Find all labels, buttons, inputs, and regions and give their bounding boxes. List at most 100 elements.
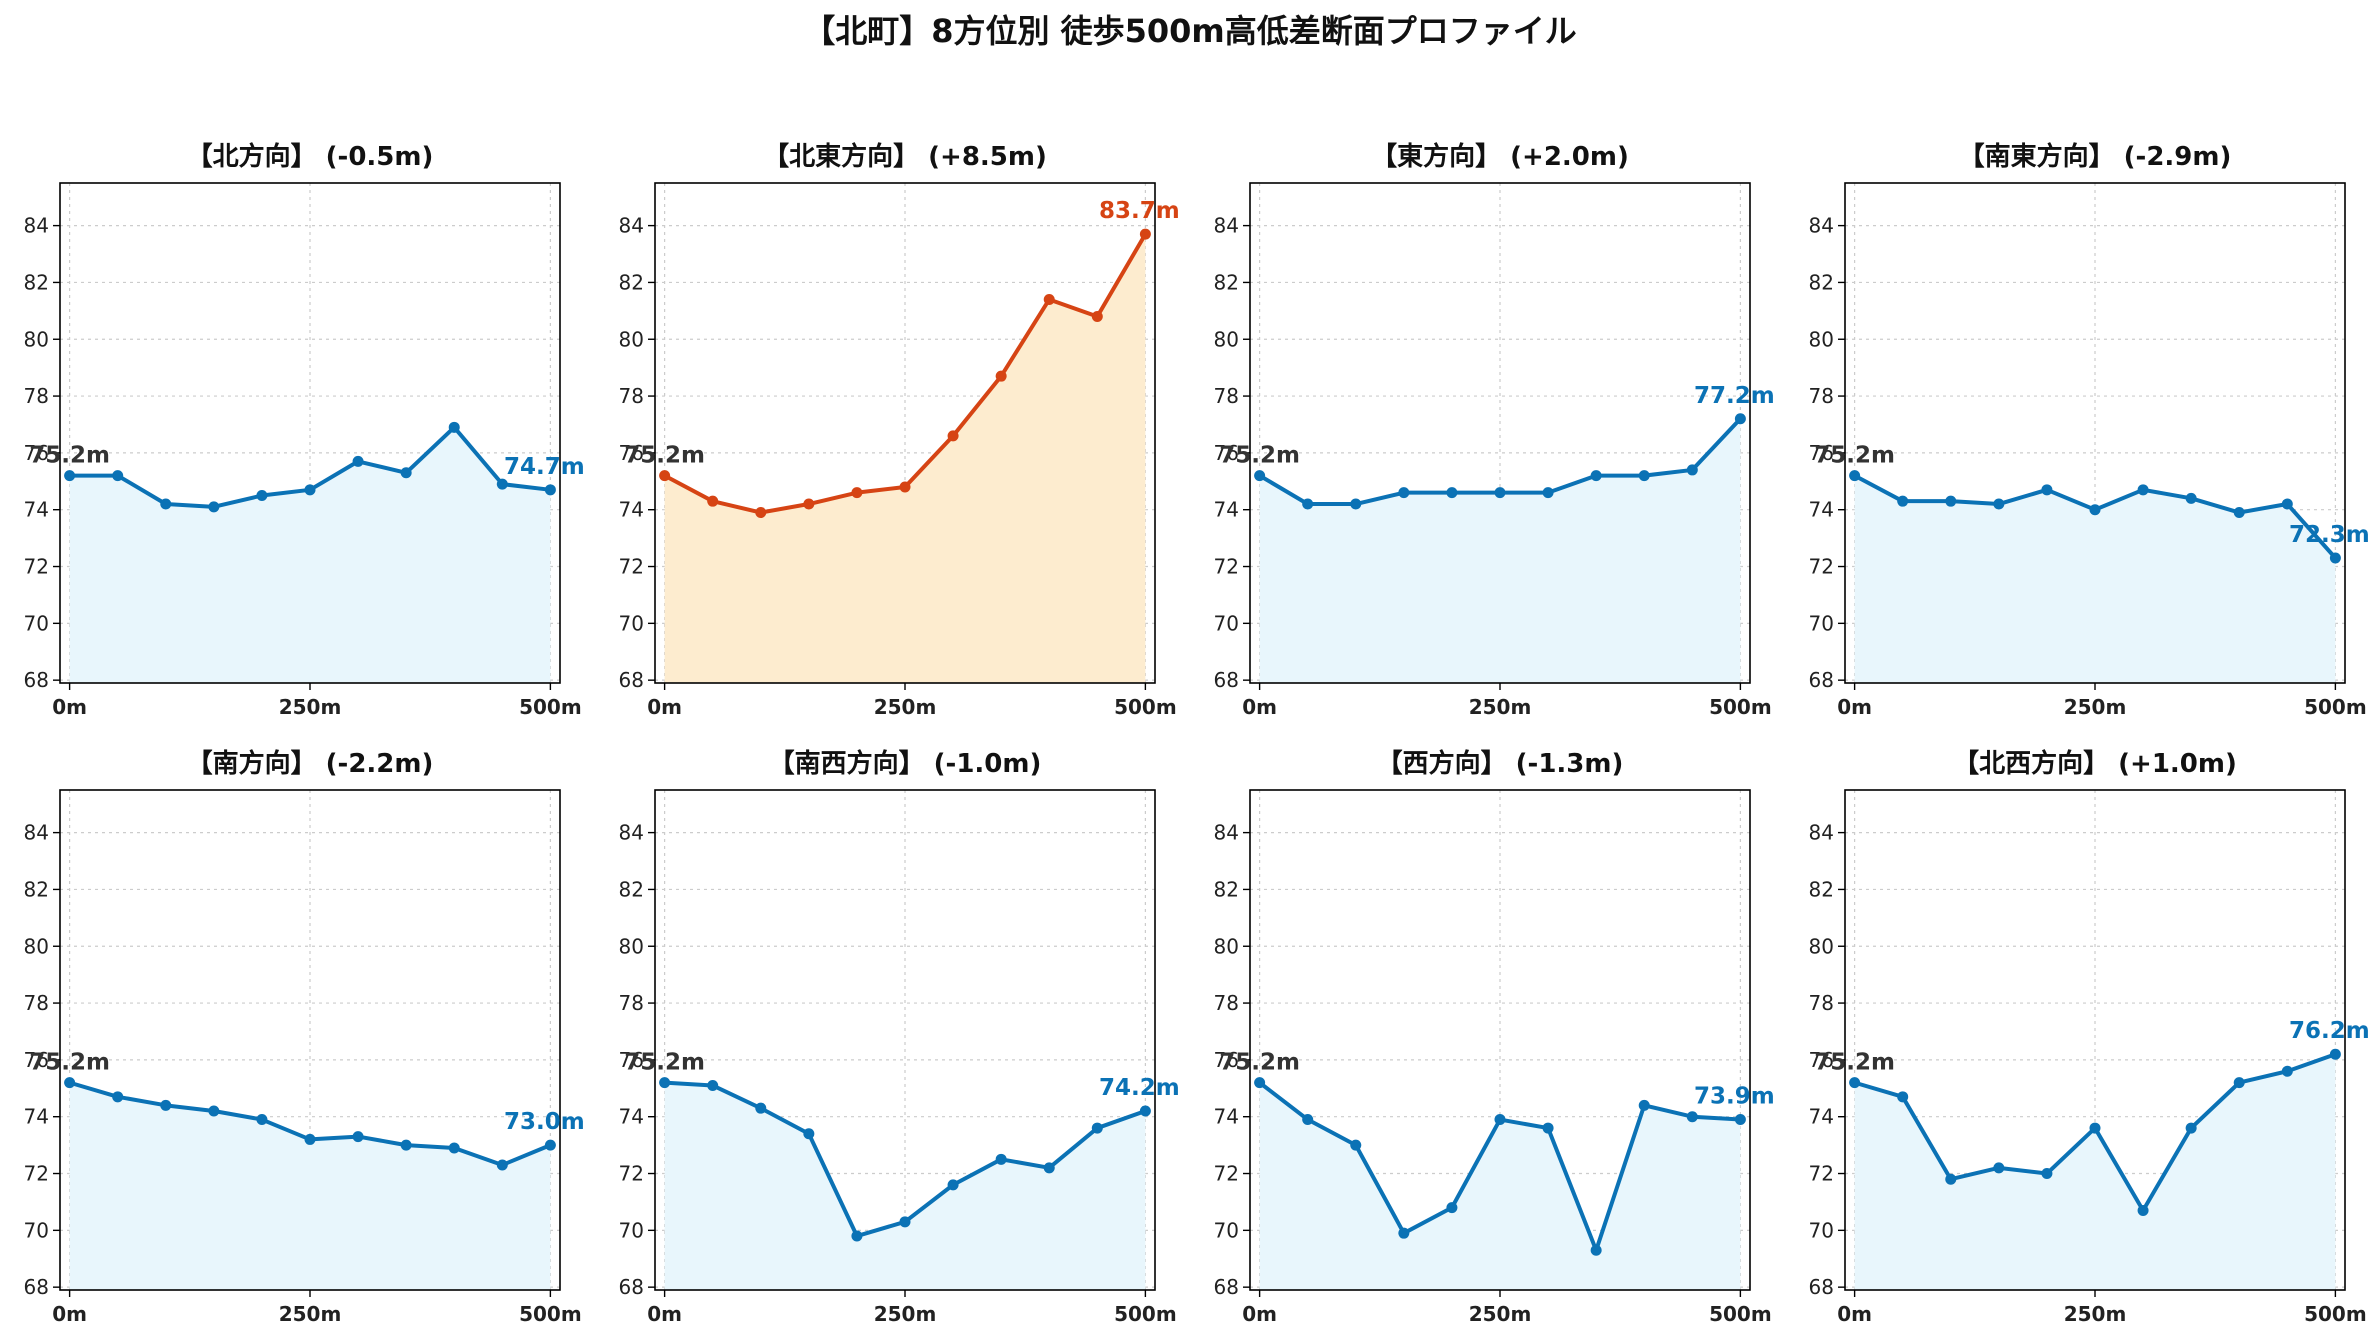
x-tick-label: 250m xyxy=(279,1302,342,1326)
x-tick-label: 0m xyxy=(1837,1302,1872,1326)
y-tick-label: 80 xyxy=(1214,934,1239,958)
y-tick-label: 82 xyxy=(1214,877,1239,901)
x-tick-label: 250m xyxy=(279,695,342,719)
end-value-label: 73.9m xyxy=(1694,1084,1775,1110)
subplot-grid: 【北方向】 (-0.5m) 68 70 72 74 76 78 80 82 84 0m 250m 500… xyxy=(24,141,2370,1326)
y-tick-label: 74 xyxy=(1214,1105,1239,1129)
x-tick-label: 0m xyxy=(52,695,87,719)
y-tick-label: 78 xyxy=(24,991,49,1015)
y-tick-label: 78 xyxy=(619,384,644,408)
y-tick-label: 68 xyxy=(619,1275,644,1299)
data-point xyxy=(112,470,124,482)
data-point xyxy=(707,1079,719,1091)
subplot-7: 【西方向】 (-1.3m) 68 70 72 74 76 78 80 82 84 0m 250m 500… xyxy=(1214,748,1775,1326)
x-tick-label: 500m xyxy=(2304,1302,2367,1326)
data-point xyxy=(1686,464,1698,476)
y-tick-label: 72 xyxy=(24,1162,49,1186)
area-fill xyxy=(664,234,1146,684)
subplot-title: 【西方向】 (-1.3m) xyxy=(1377,748,1624,779)
data-point xyxy=(1638,470,1650,482)
x-tick-label: 0m xyxy=(1837,695,1872,719)
y-tick-label: 68 xyxy=(1809,668,1834,692)
y-tick-label: 84 xyxy=(1214,821,1239,845)
subplot-4: 【南東方向】 (-2.9m) 68 70 72 74 76 78 80 82 84 0m 250m 50… xyxy=(1809,141,2370,719)
x-tick-label: 0m xyxy=(647,1302,682,1326)
y-tick-label: 80 xyxy=(24,934,49,958)
y-tick-label: 74 xyxy=(24,498,49,522)
end-value-label: 74.2m xyxy=(1099,1075,1180,1101)
subplot-8: 【北西方向】 (+1.0m) 68 70 72 74 76 78 80 82 84 0m 250m 50… xyxy=(1809,748,2370,1326)
data-point xyxy=(2185,492,2197,504)
y-tick-label: 80 xyxy=(1214,327,1239,351)
area-fill xyxy=(1259,1082,1741,1290)
data-point xyxy=(2281,1065,2293,1077)
y-tick-label: 68 xyxy=(24,1275,49,1299)
data-point xyxy=(851,487,863,499)
subplot-title: 【南方向】 (-2.2m) xyxy=(187,748,434,779)
subplot-title: 【北東方向】 (+8.5m) xyxy=(763,141,1047,172)
x-tick-label: 500m xyxy=(519,695,582,719)
x-tick-label: 0m xyxy=(647,695,682,719)
data-point xyxy=(400,1139,412,1151)
data-point xyxy=(256,490,268,501)
x-tick-label: 250m xyxy=(1469,1302,1532,1326)
data-point xyxy=(400,467,412,479)
end-value-label: 76.2m xyxy=(2289,1018,2370,1044)
data-point xyxy=(1139,1105,1151,1117)
y-tick-label: 72 xyxy=(1809,555,1834,579)
data-point xyxy=(1350,1139,1362,1151)
data-point xyxy=(707,495,719,507)
data-point xyxy=(755,507,767,519)
subplot-title: 【東方向】 (+2.0m) xyxy=(1371,141,1629,172)
y-tick-label: 78 xyxy=(1809,991,1834,1015)
data-point xyxy=(659,1077,671,1089)
x-tick-label: 250m xyxy=(874,695,937,719)
start-value-label: 75.2m xyxy=(1814,443,1895,469)
y-tick-label: 68 xyxy=(1214,668,1239,692)
y-tick-label: 84 xyxy=(1214,214,1239,238)
data-point xyxy=(1849,1077,1861,1089)
x-tick-label: 250m xyxy=(1469,695,1532,719)
start-value-label: 75.2m xyxy=(1219,443,1300,469)
y-tick-label: 82 xyxy=(1809,877,1834,901)
data-point xyxy=(1254,1077,1266,1089)
data-point xyxy=(2281,498,2293,510)
y-tick-label: 70 xyxy=(1809,1218,1834,1242)
y-tick-label: 82 xyxy=(24,877,49,901)
end-value-label: 83.7m xyxy=(1099,198,1180,224)
y-tick-label: 70 xyxy=(1809,611,1834,635)
data-point xyxy=(208,501,220,513)
data-point xyxy=(544,1139,556,1151)
y-tick-label: 80 xyxy=(1809,934,1834,958)
data-point xyxy=(1993,498,2005,510)
y-tick-label: 70 xyxy=(619,611,644,635)
x-tick-label: 0m xyxy=(1242,695,1277,719)
y-tick-label: 68 xyxy=(1214,1275,1239,1299)
data-point xyxy=(1734,1114,1746,1126)
data-point xyxy=(304,484,316,496)
y-tick-label: 70 xyxy=(24,1218,49,1242)
y-tick-label: 76 xyxy=(1809,1048,1834,1072)
data-point xyxy=(1542,1122,1554,1134)
data-point xyxy=(947,1179,959,1191)
data-point xyxy=(1302,1114,1314,1126)
y-tick-label: 76 xyxy=(619,441,644,465)
y-tick-label: 74 xyxy=(619,498,644,522)
data-point xyxy=(496,478,508,490)
y-tick-label: 68 xyxy=(619,668,644,692)
area-fill xyxy=(69,1082,551,1290)
subplot-3: 【東方向】 (+2.0m) 68 70 72 74 76 78 80 82 84 0m 250m 500… xyxy=(1214,141,1775,719)
data-point xyxy=(1494,487,1506,499)
data-point xyxy=(2137,484,2149,496)
start-value-label: 75.2m xyxy=(29,443,110,469)
subplot-title: 【北方向】 (-0.5m) xyxy=(187,141,434,172)
start-value-label: 75.2m xyxy=(29,1050,110,1076)
data-point xyxy=(1897,495,1909,507)
data-point xyxy=(803,498,815,510)
data-point xyxy=(544,484,556,496)
data-point xyxy=(2329,552,2341,564)
data-point xyxy=(64,1077,76,1089)
y-tick-label: 70 xyxy=(1214,611,1239,635)
subplot-5: 【南方向】 (-2.2m) 68 70 72 74 76 78 80 82 84 0m 250m 500… xyxy=(24,748,585,1326)
